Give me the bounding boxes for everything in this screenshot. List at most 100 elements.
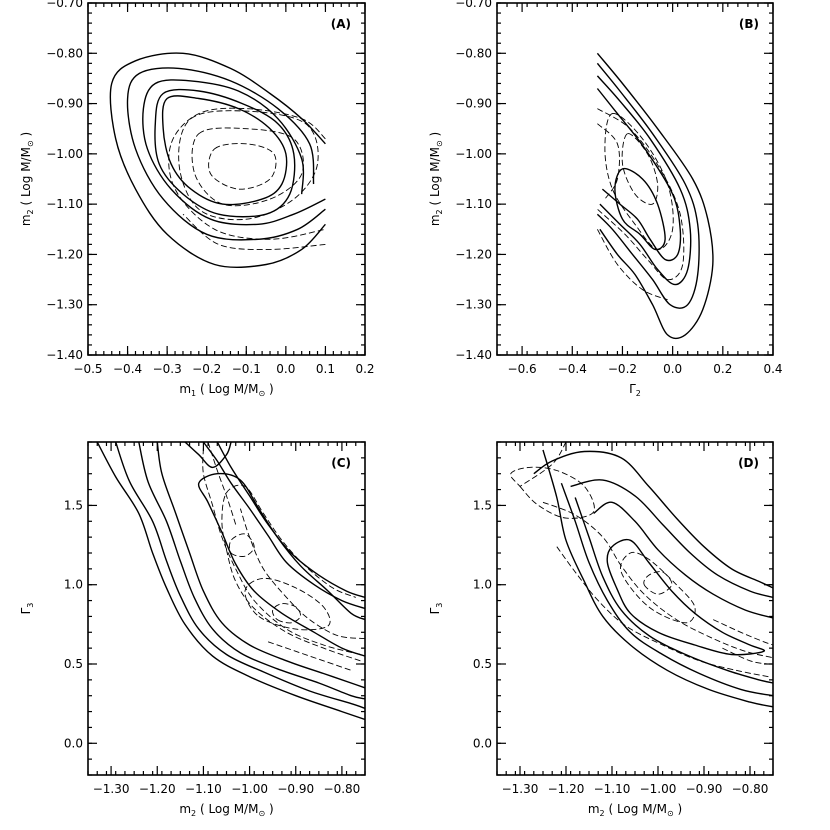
panel-d-contour-dashed-7 (510, 466, 595, 519)
panel-d-xtick-label: −1.10 (594, 782, 631, 796)
panel-d-contour-solid-6 (606, 538, 766, 656)
panel-c-xtick-label: −1.30 (93, 782, 130, 796)
panel-b-contour-dashed-7 (597, 108, 685, 281)
panel-c-contour-dashed-8 (272, 603, 301, 624)
panel-a-ytick-label: −0.80 (46, 46, 83, 60)
panel-c-contour-dashed-15 (267, 641, 352, 671)
panel-b-ytick-label: −0.80 (455, 46, 492, 60)
panel-a-contours (109, 52, 326, 269)
panel-b-xtick-label: −0.2 (608, 362, 637, 376)
panel-c-contour-dashed-13 (202, 448, 361, 655)
panel-b-ylabel-prefix: m (428, 214, 442, 226)
panel-d-contour-solid-1 (560, 482, 773, 697)
panel-b-ytick-label: −1.40 (455, 348, 492, 362)
panel-c-xlabel-sub: 2 (191, 809, 196, 818)
panel-c-ytick-label: 0.5 (64, 657, 83, 671)
panel-a-xtick-label: −0.2 (192, 362, 221, 376)
panel-a-xtick-label: 0.2 (355, 362, 374, 376)
panel-d-contour-solid-0 (542, 449, 773, 708)
panel-c-ytick-label: 1.5 (64, 498, 83, 512)
panel-b: −0.6 −0.4 −0.2 0.0 0.2 0.4 −1.40 −1.30 −1.20 −1.1… (428, 0, 783, 398)
panel-b-xtick-label: 0.2 (713, 362, 732, 376)
panel-c-contour-solid-1 (115, 442, 365, 710)
panel-d-contour-dashed-13 (519, 442, 567, 487)
panel-a-contour-solid-0 (161, 95, 288, 206)
panel-d-contour-solid-2 (574, 497, 773, 684)
panel-a-ytick-label: −0.70 (46, 0, 83, 10)
panel-c-xtick-label: −0.90 (277, 782, 314, 796)
panel-d-xlabel-sun: ⊙ (667, 809, 674, 818)
panel-b-xlabel-prefix: Γ (629, 382, 636, 396)
panel-d-contour-dashed-10 (542, 501, 773, 659)
panel-d-ytick-label: 0.5 (473, 657, 492, 671)
panel-d-xlabel-sub: 2 (600, 809, 605, 818)
panel-a-ylabel-suffix: ( Log M/M (19, 147, 33, 209)
panel-b-ylabel-close: ) (428, 132, 442, 141)
panel-d-xtick-label: −0.90 (686, 782, 723, 796)
panel-d-ylabel-prefix: Γ (428, 607, 442, 614)
panel-a-ylabel: m2 ( Log M/M⊙ ) (19, 132, 35, 226)
panel-a-contour-dashed-7 (178, 110, 319, 221)
panel-b-ytick-label: −1.20 (455, 247, 492, 261)
panel-b-contour-dashed-6 (604, 113, 674, 250)
panel-a-xlabel-sub: 1 (191, 389, 196, 398)
panel-a-ytick-label: −1.40 (46, 348, 83, 362)
panel-c-contour-solid-4 (197, 472, 365, 657)
panel-c-contour-dashed-11 (221, 484, 361, 662)
panel-a-ylabel-prefix: m (19, 214, 33, 226)
panel-b-contours (596, 52, 714, 340)
panel-c-contours (96, 442, 365, 721)
panel-b-xlabel-sub: 2 (636, 389, 641, 398)
panel-c-ylabel-sub: 3 (26, 603, 35, 608)
panel-d-contour-dashed-11 (556, 546, 769, 678)
panel-c-xlabel-prefix: m (179, 802, 191, 816)
panel-a-contour-dashed-6 (191, 127, 304, 207)
panel-d-contour-solid-5 (593, 501, 773, 619)
panel-d-label: (D) (738, 456, 759, 470)
panel-b-xtick-label: −0.6 (508, 362, 537, 376)
panel-a-ytick-label: −1.30 (46, 298, 83, 312)
panel-b-xtick-label: 0.0 (663, 362, 682, 376)
panel-d-xlabel-suffix: ( Log M/M (605, 802, 667, 816)
panel-d-xtick-label: −1.30 (502, 782, 539, 796)
panel-b-ytick-label: −0.70 (455, 0, 492, 10)
panel-b-ytick-label: −1.10 (455, 197, 492, 211)
panel-a-xtick-label: −0.5 (73, 362, 102, 376)
panel-b-ytick-label: −1.00 (455, 147, 492, 161)
panel-b-xtick-label: 0.4 (763, 362, 782, 376)
panel-c-contour-solid-5 (202, 442, 365, 610)
panel-b-ylabel-suffix: ( Log M/M (428, 147, 442, 209)
panel-b-contour-solid-1 (596, 62, 700, 309)
panel-c-contour-dashed-14 (207, 442, 237, 525)
panel-d-contour-solid-3 (533, 450, 773, 589)
panel-a-ytick-label: −1.20 (46, 247, 83, 261)
panel-b-ytick-label: −0.90 (455, 97, 492, 111)
panel-a-ylabel-sub: 2 (26, 209, 35, 214)
panel-c-xlabel-suffix: ( Log M/M (196, 802, 258, 816)
panel-a-contour-solid-1 (154, 88, 296, 218)
panel-d-contour-dashed-8 (643, 571, 673, 595)
panel-a-contour-solid-4 (109, 52, 326, 269)
panel-b-contour-solid-0 (596, 52, 714, 340)
panel-b-contour-solid-4 (614, 167, 666, 251)
panel-c-ytick-label: 0.0 (64, 736, 83, 750)
panel-c-xtick-label: −1.00 (231, 782, 268, 796)
panel-c-contour-dashed-10 (244, 577, 331, 631)
panel-a-ytick-label: −1.00 (46, 147, 83, 161)
panel-d: −1.30 −1.20 −1.10 −1.00 −0.90 −0.80 0.0 0.5 1.0 1… (428, 441, 774, 818)
panel-c-xtick-label: −1.20 (139, 782, 176, 796)
panel-b-label: (B) (739, 17, 759, 31)
panel-a: −0.5 −0.4 −0.3 −0.2 −0.1 0.0 0.1 0.2 −1.40 −1.30 −… (19, 0, 375, 398)
panel-c-contour-solid-3 (156, 442, 365, 689)
panel-b-contour-solid-3 (596, 88, 682, 262)
panel-d-contour-dashed-12 (713, 619, 773, 646)
panel-c-ytick-label: 1.0 (64, 578, 83, 592)
panel-a-xtick-label: −0.1 (232, 362, 261, 376)
panel-a-label: (A) (331, 17, 351, 31)
panel-c-contour-dashed-9 (228, 533, 255, 557)
panel-a-xtick-label: −0.3 (153, 362, 182, 376)
panel-b-contour-dashed-5 (621, 133, 659, 205)
panel-d-xlabel-close: ) (674, 802, 683, 816)
panel-c-contour-solid-0 (96, 442, 365, 721)
